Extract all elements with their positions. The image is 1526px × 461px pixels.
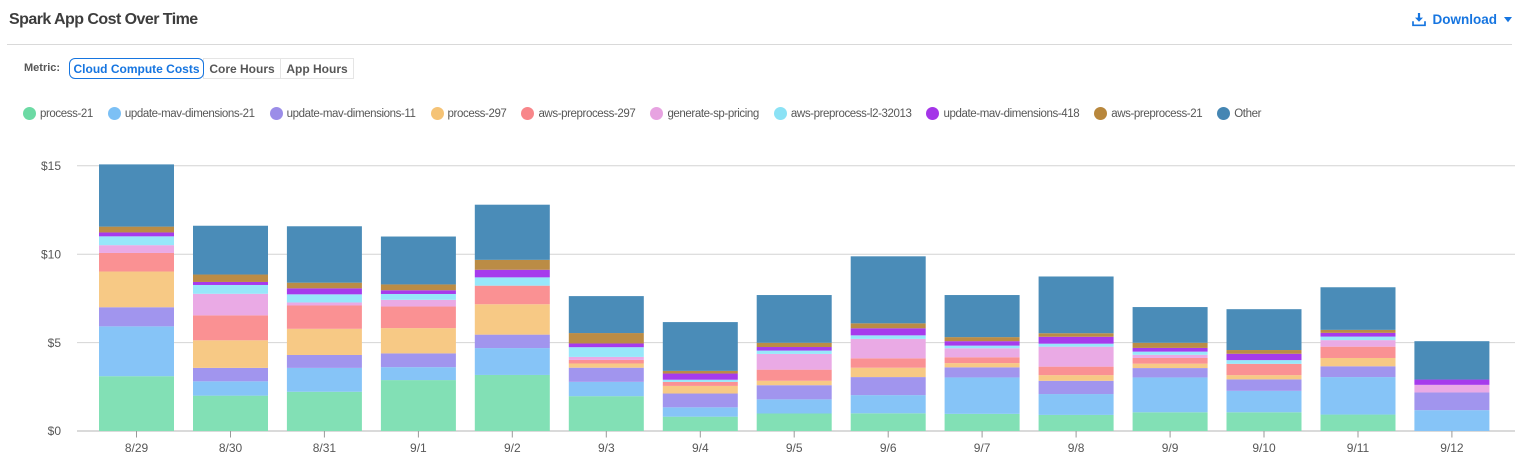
svg-text:9/5: 9/5	[786, 441, 803, 455]
svg-text:9/3: 9/3	[598, 441, 615, 455]
svg-text:$0: $0	[48, 424, 62, 438]
svg-text:9/6: 9/6	[880, 441, 897, 455]
svg-text:9/2: 9/2	[504, 441, 521, 455]
svg-text:9/1: 9/1	[410, 441, 427, 455]
svg-text:8/31: 8/31	[313, 441, 337, 455]
svg-text:9/11: 9/11	[1347, 441, 1370, 455]
svg-text:9/8: 9/8	[1068, 441, 1085, 455]
svg-text:8/30: 8/30	[219, 441, 243, 455]
svg-text:$15: $15	[41, 159, 61, 173]
svg-text:8/29: 8/29	[125, 441, 149, 455]
svg-text:9/10: 9/10	[1252, 441, 1276, 455]
svg-text:$10: $10	[41, 247, 61, 261]
svg-text:9/12: 9/12	[1440, 441, 1464, 455]
svg-text:9/9: 9/9	[1162, 441, 1179, 455]
svg-text:$5: $5	[48, 336, 62, 350]
svg-text:9/7: 9/7	[974, 441, 991, 455]
svg-text:9/4: 9/4	[692, 441, 709, 455]
